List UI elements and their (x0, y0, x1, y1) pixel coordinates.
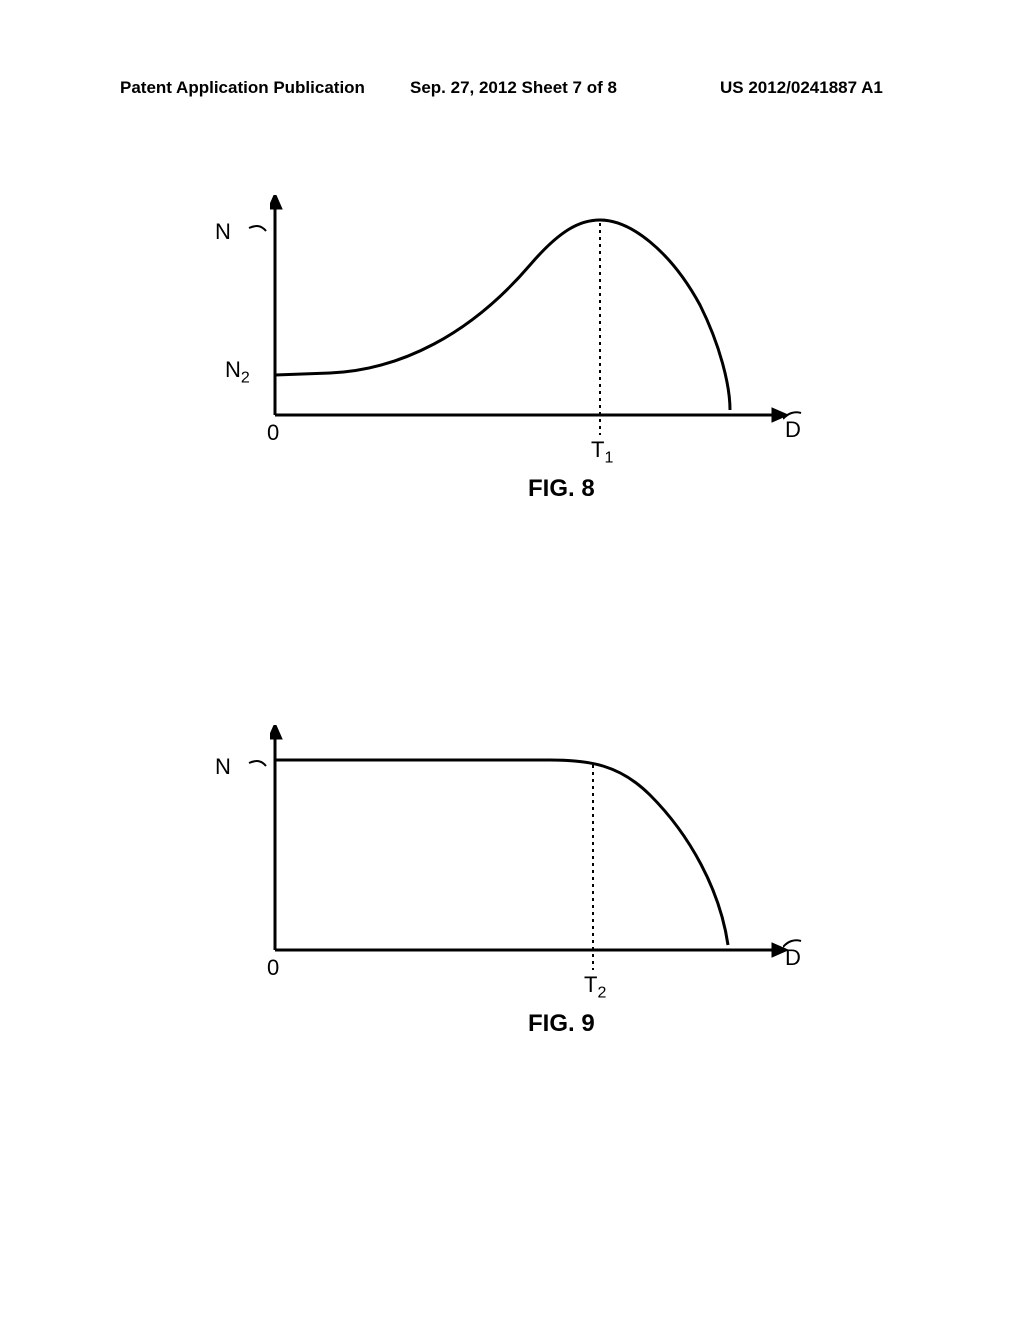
fig9-t2-label: T2 (584, 972, 606, 1002)
header-right: US 2012/0241887 A1 (720, 78, 883, 98)
fig8-n2-label: N2 (225, 357, 250, 387)
fig9-d-label: D (785, 945, 801, 971)
fig9-container: N 0 T2 D FIG. 9 (270, 725, 830, 1080)
header-center: Sep. 27, 2012 Sheet 7 of 8 (410, 78, 617, 98)
fig8-n-label: N (215, 219, 231, 245)
fig8-container: N N2 0 T1 D FIG. 8 (270, 195, 830, 545)
fig9-curve (275, 760, 728, 945)
fig8-axes (270, 195, 788, 422)
fig8-n-leader (233, 223, 269, 239)
fig8-d-leader (783, 407, 803, 423)
fig9-d-leader (783, 935, 803, 951)
fig9-n-label: N (215, 754, 231, 780)
fig8-svg (270, 195, 830, 485)
page-header: Patent Application Publication Sep. 27, … (0, 78, 1024, 108)
fig8-origin: 0 (267, 420, 279, 446)
fig9-origin: 0 (267, 955, 279, 981)
header-left: Patent Application Publication (120, 78, 365, 98)
fig9-title: FIG. 9 (528, 1010, 595, 1038)
fig9-n-leader (233, 758, 269, 774)
fig8-d-label: D (785, 417, 801, 443)
fig8-title: FIG. 8 (528, 475, 595, 503)
page: Patent Application Publication Sep. 27, … (0, 0, 1024, 1320)
fig8-curve (275, 220, 730, 410)
fig9-svg (270, 725, 830, 1020)
fig8-t1-label: T1 (591, 437, 613, 467)
